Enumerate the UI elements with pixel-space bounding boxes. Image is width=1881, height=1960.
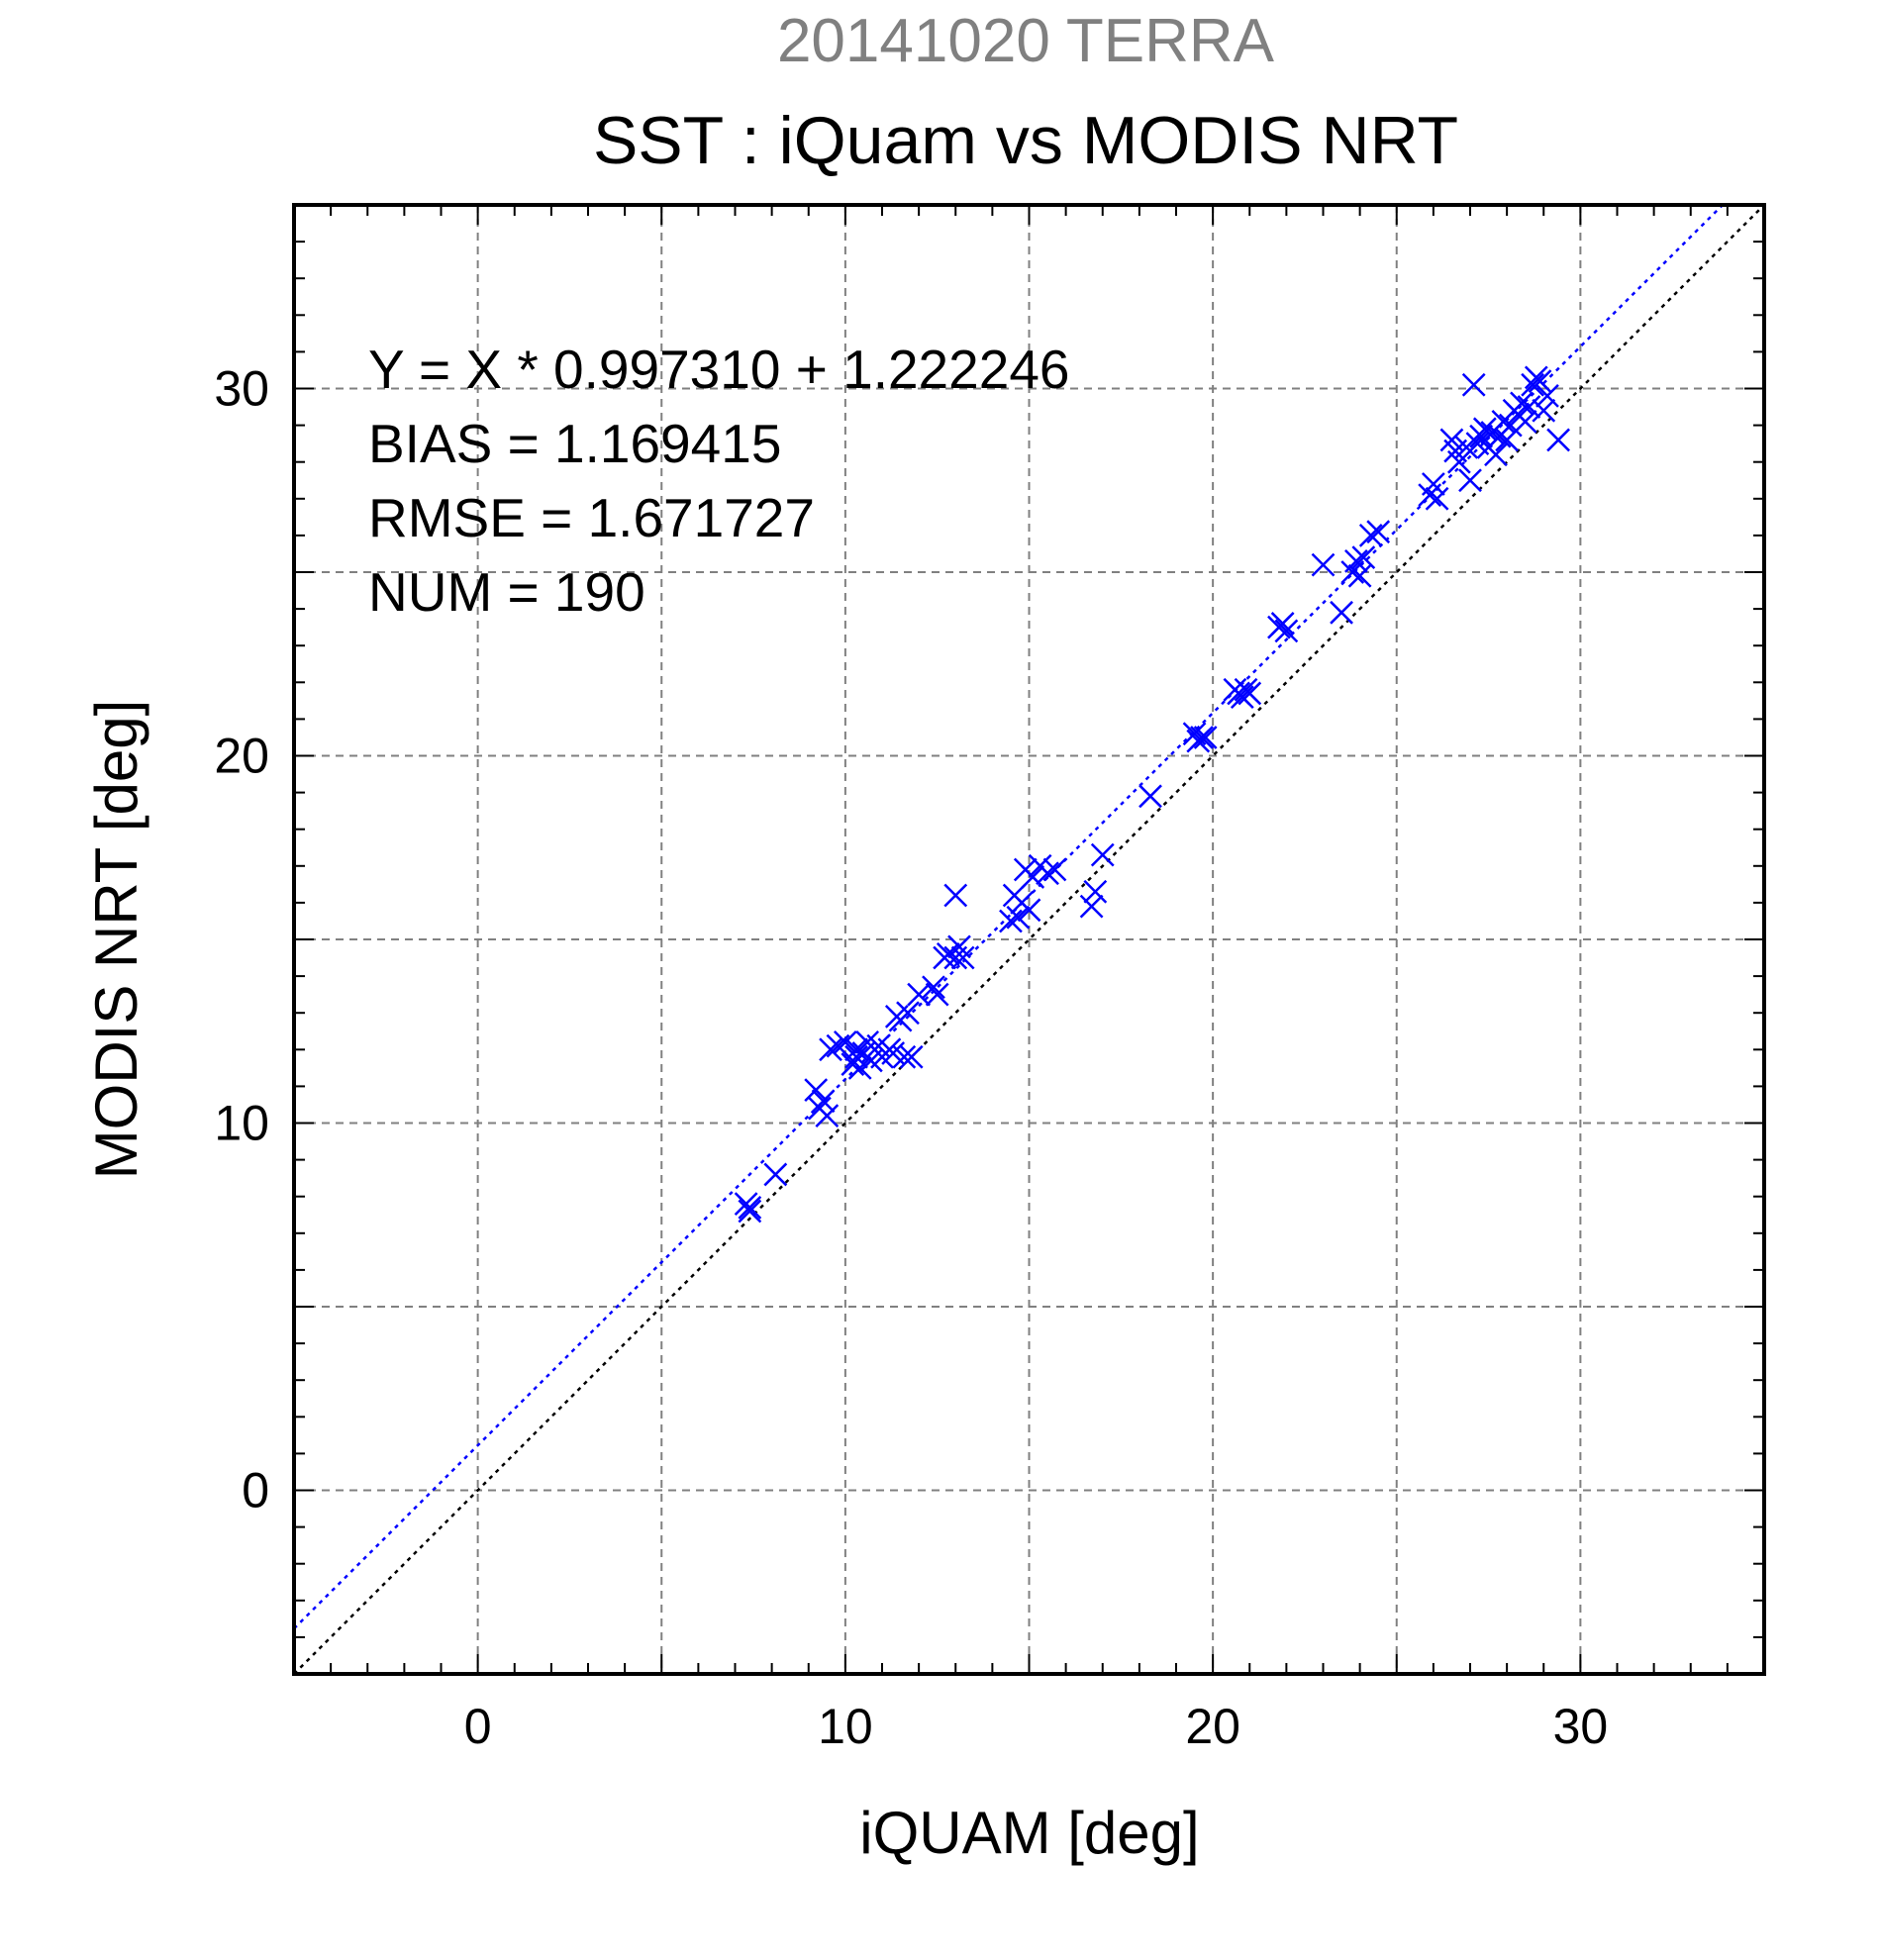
scatter-point <box>1421 472 1445 496</box>
scatter-point <box>1517 395 1541 419</box>
scatter-point <box>1017 898 1041 923</box>
scatter-point <box>922 975 945 1000</box>
scatter-point <box>738 1199 762 1224</box>
scatter-point <box>1513 410 1537 434</box>
scatter-point <box>1138 784 1162 809</box>
y-tick-label: 30 <box>214 361 269 417</box>
y-tick-label: 0 <box>242 1463 269 1519</box>
scatter-point <box>892 1044 917 1069</box>
scatter-point <box>738 1195 762 1220</box>
scatter-point <box>1090 842 1115 867</box>
scatter-point <box>925 982 949 1007</box>
x-axis-label: iQUAM [deg] <box>859 1800 1199 1866</box>
scatter-point <box>1498 413 1523 438</box>
x-tick-label: 20 <box>1185 1699 1240 1754</box>
scatter-point <box>1006 905 1031 930</box>
y-tick-label: 20 <box>214 729 269 784</box>
scatter-point <box>1036 861 1059 886</box>
scatter-point <box>811 1089 836 1114</box>
scatter-point <box>847 1055 872 1080</box>
scatter-point <box>899 1044 924 1069</box>
scatter-point <box>1311 552 1336 577</box>
scatter-point <box>1366 520 1391 544</box>
scatter-point <box>1510 391 1534 416</box>
scatter-point <box>1358 524 1383 547</box>
scatter-point <box>815 1104 840 1127</box>
scatter-point <box>1472 417 1497 441</box>
num-stat: NUM = 190 <box>368 561 645 623</box>
scatter-point <box>1495 428 1520 452</box>
scatter-point <box>1344 548 1368 573</box>
scatter-point <box>1425 486 1449 511</box>
scatter-point <box>1193 726 1218 749</box>
scatter-point <box>936 941 960 966</box>
scatter-point <box>1042 857 1067 882</box>
scatter-point <box>1532 398 1556 423</box>
y-axis-label: MODIS NRT [deg] <box>83 700 149 1180</box>
scatter-point <box>1238 681 1262 706</box>
scatter-point <box>1230 685 1254 710</box>
plot-area-frame <box>292 203 1766 1676</box>
scatter-point <box>1274 619 1299 643</box>
rmse-stat: RMSE = 1.671727 <box>368 487 815 548</box>
scatter-point <box>1347 563 1372 588</box>
identity-line <box>294 205 1764 1674</box>
scatter-point <box>763 1162 788 1187</box>
scatter-point <box>1351 545 1376 570</box>
chart-supertitle: 20141020 TERRA <box>777 7 1275 75</box>
scatter-point <box>1528 369 1552 393</box>
scatter-point <box>1521 372 1544 397</box>
scatter-point <box>950 945 975 970</box>
chart-title: SST : iQuam vs MODIS NRT <box>593 103 1458 178</box>
scatter-point <box>804 1078 829 1102</box>
bias-stat: BIAS = 1.169415 <box>368 413 781 474</box>
x-tick-label: 30 <box>1553 1699 1609 1754</box>
scatter-point <box>1461 372 1486 397</box>
scatter-point <box>1484 442 1508 467</box>
scatter-point <box>826 1033 850 1058</box>
scatter-point <box>1458 468 1482 493</box>
scatter-point <box>1083 879 1108 904</box>
tick-labels: 0 10 20 30 0 10 20 30 <box>214 361 1608 1755</box>
scatter-point <box>819 1037 842 1062</box>
scatter-point <box>1330 600 1353 625</box>
scatter-point <box>907 982 932 1007</box>
fit-equation: Y = X * 0.997310 + 1.222246 <box>368 339 1070 400</box>
fit-statistics: Y = X * 0.997310 + 1.222246 BIAS = 1.169… <box>368 339 1070 623</box>
x-tick-label: 0 <box>464 1699 492 1754</box>
scatter-point <box>896 1001 920 1026</box>
fit-line <box>294 205 1725 1630</box>
scatter-point <box>1446 449 1471 474</box>
scatter-point <box>1535 384 1559 408</box>
data-points <box>734 365 1570 1224</box>
grid-lines <box>294 205 1764 1674</box>
scatter-point <box>833 1029 857 1054</box>
y-tick-label: 10 <box>214 1096 269 1151</box>
reference-lines <box>294 205 1764 1674</box>
scatter-point <box>1270 612 1295 636</box>
scatter-point <box>1190 726 1214 749</box>
scatter-point <box>999 909 1023 933</box>
scatter-point <box>844 1037 868 1062</box>
scatter-point <box>1021 865 1045 889</box>
scatter-point <box>943 883 968 908</box>
scatter-point <box>1079 894 1104 919</box>
x-tick-label: 10 <box>818 1699 873 1754</box>
scatter-point <box>1546 428 1570 452</box>
